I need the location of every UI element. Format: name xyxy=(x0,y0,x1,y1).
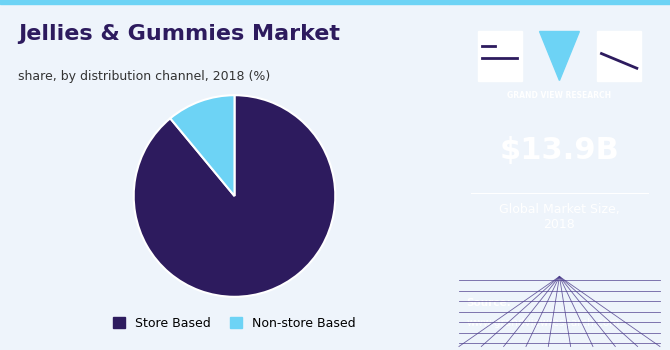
Bar xyxy=(0,0,449,4)
Polygon shape xyxy=(539,32,580,80)
Wedge shape xyxy=(134,95,335,297)
Legend: Store Based, Non-store Based: Store Based, Non-store Based xyxy=(107,310,362,336)
Bar xyxy=(449,0,670,4)
Text: Jellies & Gummies Market: Jellies & Gummies Market xyxy=(18,25,340,44)
Text: Source:: Source: xyxy=(466,298,511,308)
Wedge shape xyxy=(170,95,234,196)
Text: share, by distribution channel, 2018 (%): share, by distribution channel, 2018 (%) xyxy=(18,70,270,83)
Text: www.grandviewresearch.com: www.grandviewresearch.com xyxy=(466,318,620,329)
Text: Global Market Size,
2018: Global Market Size, 2018 xyxy=(499,203,620,231)
Text: GRAND VIEW RESEARCH: GRAND VIEW RESEARCH xyxy=(507,91,612,100)
Text: $13.9B: $13.9B xyxy=(500,136,619,165)
